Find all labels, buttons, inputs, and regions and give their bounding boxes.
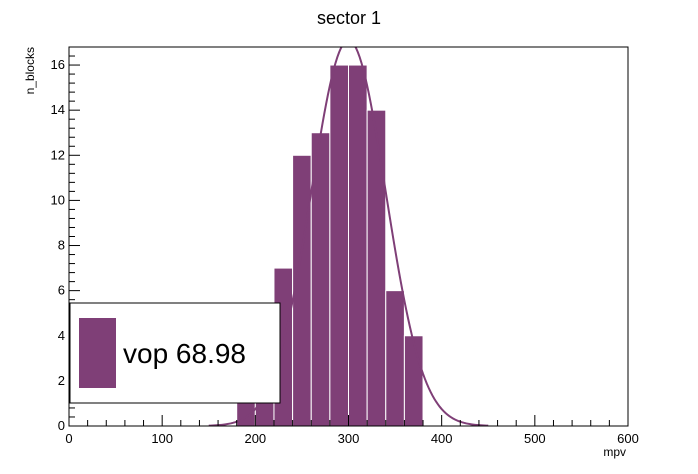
y-tick-label-1: 2	[58, 373, 65, 388]
histogram-bar-8	[385, 290, 405, 427]
x-tick-label-6: 600	[617, 431, 639, 446]
legend: vop 68.98	[69, 302, 281, 404]
histogram-bar-6	[348, 64, 368, 427]
y-tick-label-7: 14	[51, 102, 65, 117]
histogram-bar-7	[366, 109, 387, 427]
x-axis-label: mpv	[603, 445, 626, 459]
legend-swatch	[79, 318, 116, 388]
x-tick-label-5: 500	[524, 431, 546, 446]
x-tick-label-2: 200	[244, 431, 266, 446]
y-tick-label-0: 0	[58, 418, 65, 433]
fit-curve	[208, 47, 489, 426]
y-axis-label: n_blocks	[23, 47, 37, 94]
y-tick-label-8: 16	[51, 57, 65, 72]
histogram-bar-9	[403, 335, 424, 427]
bars-group	[236, 64, 424, 427]
x-tick-label-1: 100	[151, 431, 173, 446]
x-tick-label-3: 300	[338, 431, 360, 446]
x-tick-label-0: 0	[65, 431, 72, 446]
histogram-bar-5	[329, 64, 350, 427]
y-tick-label-6: 12	[51, 147, 65, 162]
y-tick-label-2: 4	[58, 328, 65, 343]
x-axis: 0 100 200 300 400 500 600	[65, 415, 639, 446]
y-tick-label-4: 8	[58, 238, 65, 253]
x-tick-label-4: 400	[431, 431, 453, 446]
legend-entry-label: vop 68.98	[123, 338, 246, 369]
chart-title: sector 1	[317, 8, 381, 28]
y-tick-label-5: 10	[51, 192, 65, 207]
y-tick-label-3: 6	[58, 283, 65, 298]
